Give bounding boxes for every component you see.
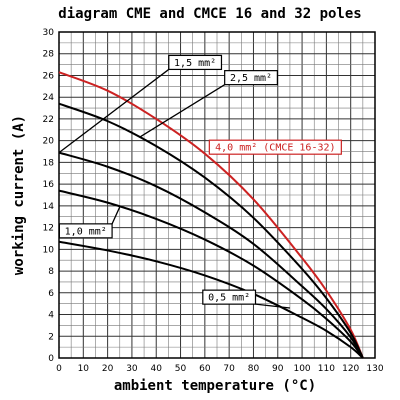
x-tick-label: 20 <box>102 364 114 374</box>
x-tick-label: 120 <box>342 364 359 374</box>
x-tick-label: 0 <box>56 364 62 374</box>
series-line <box>58 102 364 359</box>
y-tick-label: 4 <box>48 311 54 321</box>
y-tick-label: 8 <box>48 267 54 277</box>
y-tick-label: 12 <box>43 224 54 234</box>
x-axis-label: ambient temperature (°C) <box>114 378 316 394</box>
y-tick-label: 16 <box>43 180 55 190</box>
y-tick-label: 2 <box>48 332 54 342</box>
annotation-leader <box>111 206 121 225</box>
x-tick-label: 90 <box>272 364 284 374</box>
series-line <box>58 189 364 359</box>
annotation-leader <box>255 303 290 309</box>
y-tick-label: 10 <box>43 245 55 255</box>
y-tick-label: 20 <box>43 137 55 147</box>
y-tick-label: 24 <box>43 93 55 103</box>
x-tick-label: 60 <box>199 364 211 374</box>
plot-frame <box>58 31 376 359</box>
y-tick-label: 30 <box>43 28 55 38</box>
x-tick-label: 40 <box>151 364 163 374</box>
y-tick-label: 14 <box>43 202 55 212</box>
annotation-box <box>202 289 257 305</box>
annotation-label: 0,5 mm² <box>208 293 250 304</box>
x-tick-label: 70 <box>223 364 235 374</box>
y-tick-label: 18 <box>43 158 55 168</box>
x-tick-label: 110 <box>318 364 335 374</box>
annotation-box <box>58 223 113 239</box>
x-tick-label: 130 <box>366 364 383 374</box>
annotation-leader <box>58 68 170 154</box>
y-tick-label: 26 <box>43 71 55 81</box>
annotation-leader <box>138 84 226 138</box>
y-tick-label: 6 <box>48 289 54 299</box>
series-lines <box>58 71 364 359</box>
x-tick-label: 50 <box>175 364 187 374</box>
annotation-box <box>208 139 342 155</box>
series-line <box>58 151 364 359</box>
x-tick-label: 80 <box>248 364 260 374</box>
annotation-label: 1,5 mm² <box>174 58 216 69</box>
chart-title: diagram CME and CMCE 16 and 32 poles <box>58 6 361 22</box>
y-axis-label: working current (A) <box>11 115 27 275</box>
annotation-box <box>224 70 278 86</box>
series-line <box>58 71 364 359</box>
y-tick-label: 0 <box>48 354 54 364</box>
x-tick-label: 100 <box>293 364 310 374</box>
annotation-label: 4,0 mm² (CMCE 16-32) <box>215 143 335 154</box>
annotation-label: 2,5 mm² <box>230 73 272 84</box>
y-tick-label: 28 <box>43 50 55 60</box>
x-tick-labels: 0 10 20 30 40 50 60 70 80 90 100 110 120 130 <box>56 364 384 374</box>
annotation-box <box>168 54 223 71</box>
annotations: 1,5 mm² 2,5 mm² 4,0 mm² (CMCE 16-32) 1,0 mm… <box>58 54 342 309</box>
annotation-label: 1,0 mm² <box>65 226 107 237</box>
x-tick-label: 30 <box>126 364 138 374</box>
y-tick-label: 22 <box>43 115 54 125</box>
x-tick-label: 10 <box>78 364 90 374</box>
